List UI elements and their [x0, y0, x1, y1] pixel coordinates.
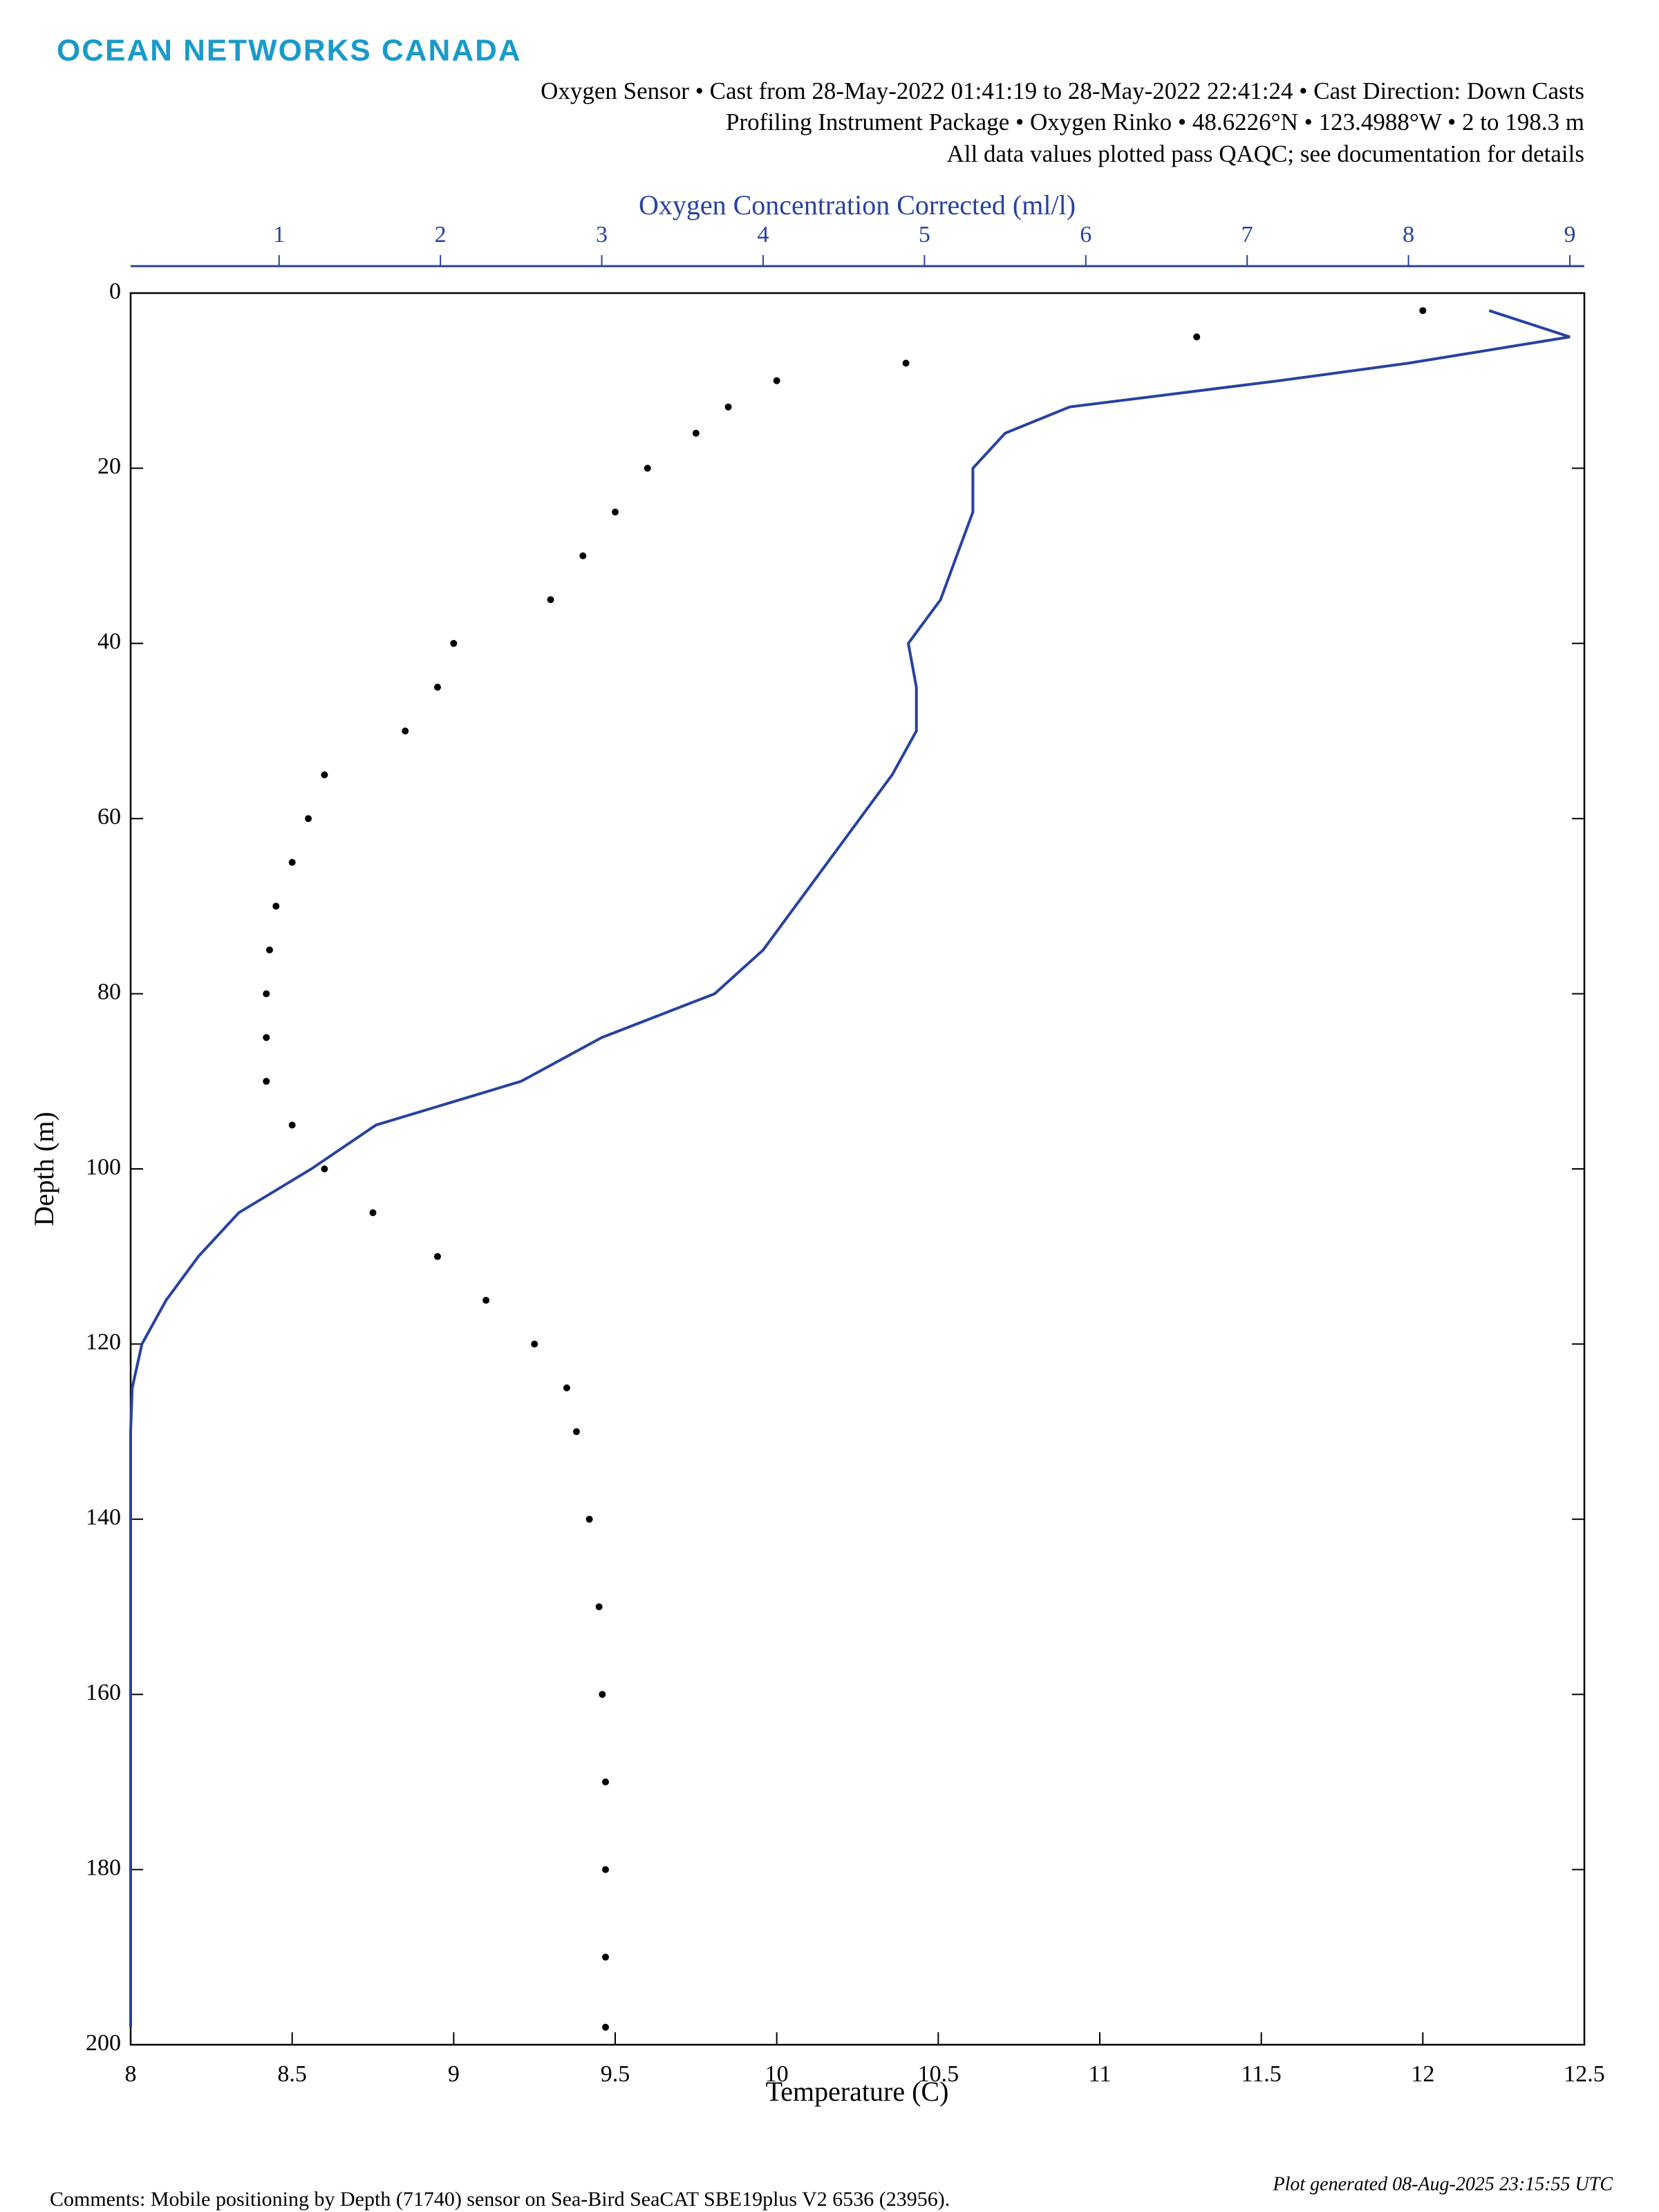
x2-tick-label: 5	[919, 222, 930, 247]
x2-axis-label: Oxygen Concentration Corrected (ml/l)	[639, 189, 1076, 221]
data-point	[402, 727, 409, 735]
data-point	[288, 1121, 296, 1129]
x-tick-label: 10	[765, 2061, 789, 2087]
generated: Plot generated 08-Aug-2025 23:15:55 UTC	[1273, 2173, 1613, 2195]
data-point	[644, 465, 651, 472]
x2-tick-label: 4	[757, 222, 769, 247]
data-point	[601, 1866, 609, 1873]
data-point	[321, 771, 328, 778]
data-point	[321, 1165, 328, 1172]
y-tick-label: 0	[109, 279, 121, 304]
data-point	[433, 684, 441, 691]
y-tick-label: 100	[86, 1154, 121, 1180]
y-tick-label: 80	[97, 979, 121, 1004]
x-tick-label: 8.5	[277, 2061, 307, 2087]
x2-tick-label: 7	[1241, 222, 1253, 247]
data-point	[601, 1953, 609, 1961]
x-tick-label: 11.5	[1241, 2061, 1282, 2087]
data-point	[305, 815, 312, 823]
plot-frame	[129, 292, 1586, 2046]
y-tick-label: 200	[86, 2030, 121, 2056]
data-point	[601, 2023, 609, 2031]
comments: Comments: Mobile positioning by Depth (7…	[50, 2188, 950, 2211]
data-point	[595, 1603, 603, 1611]
data-point	[585, 1515, 593, 1523]
data-point	[263, 990, 270, 997]
data-point	[265, 946, 273, 954]
data-point	[482, 1297, 490, 1304]
data-point	[599, 1691, 606, 1698]
data-point	[773, 377, 780, 384]
x2-tick-label: 8	[1403, 222, 1414, 247]
x2-tick-label: 6	[1080, 222, 1091, 247]
data-point	[288, 859, 296, 866]
x-tick-label: 12.5	[1564, 2061, 1605, 2087]
y-tick-label: 40	[97, 629, 121, 655]
y-tick-label: 180	[86, 1855, 121, 1880]
y-tick-label: 120	[86, 1329, 121, 1355]
x-tick-label: 9	[448, 2061, 460, 2087]
data-point	[531, 1340, 538, 1348]
profile-line	[129, 309, 1571, 2027]
x-tick-label: 11	[1089, 2061, 1112, 2087]
header-line: Oxygen Sensor • Cast from 28-May-2022 01…	[541, 77, 1584, 104]
header-line: Profiling Instrument Package • Oxygen Ri…	[726, 109, 1584, 135]
x-tick-label: 12	[1411, 2061, 1434, 2087]
data-point	[724, 403, 732, 411]
data-point	[1193, 333, 1201, 341]
data-point	[601, 1778, 609, 1785]
data-point	[263, 1078, 270, 1085]
data-point	[547, 596, 554, 603]
x-axis-label: Temperature (C)	[766, 2076, 949, 2107]
x2-tick-label: 9	[1564, 222, 1575, 247]
data-point	[450, 639, 458, 647]
header-line: All data values plotted pass QAQC; see d…	[947, 140, 1584, 167]
x-tick-label: 9.5	[601, 2061, 630, 2087]
data-point	[579, 552, 587, 560]
data-point	[572, 1428, 580, 1436]
x2-tick-label: 2	[435, 222, 447, 247]
y-tick-label: 140	[86, 1505, 121, 1530]
data-point	[433, 1253, 441, 1260]
x2-tick-label: 1	[273, 222, 285, 247]
data-point	[369, 1209, 377, 1217]
data-point	[272, 902, 280, 910]
y-axis-label: Depth (m)	[28, 1112, 59, 1226]
data-point	[692, 429, 700, 437]
y-tick-label: 160	[86, 1680, 121, 1705]
x-tick-label: 8	[125, 2061, 137, 2087]
y-tick-label: 20	[97, 453, 121, 479]
data-point	[612, 508, 619, 516]
data-point	[902, 359, 910, 367]
y-tick-label: 60	[97, 804, 121, 830]
data-point	[1419, 307, 1427, 315]
data-point	[563, 1384, 570, 1391]
x2-tick-label: 3	[596, 222, 608, 247]
x-tick-label: 10.5	[918, 2061, 959, 2087]
brand: OCEAN NETWORKS CANADA	[57, 34, 522, 68]
data-point	[263, 1033, 270, 1041]
